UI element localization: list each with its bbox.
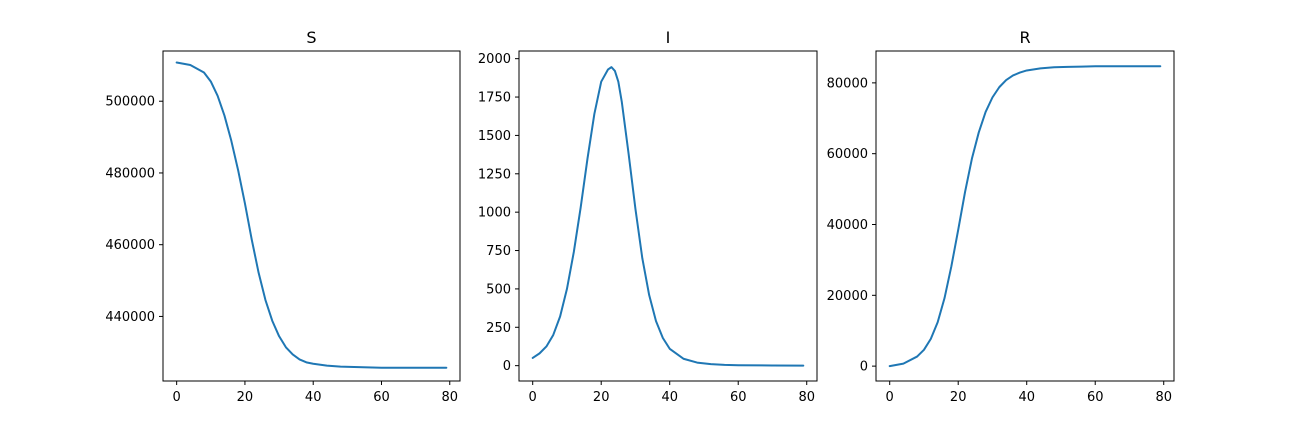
x-tick-label: 40: [1018, 390, 1035, 405]
y-tick-label: 60000: [827, 147, 868, 162]
plot-area-frame: [518, 50, 818, 382]
x-tick-label: 0: [529, 390, 537, 405]
y-tick-label: 1500: [478, 129, 511, 144]
y-tick-label: 460000: [105, 238, 155, 253]
series-line-r: [888, 65, 1162, 368]
x-tick-label: 40: [661, 390, 678, 405]
chart-title-i: I: [666, 28, 671, 47]
x-tick-label: 60: [373, 390, 390, 405]
chart-panel-s: S 0 20 40 60 80 440000 460000 480000 500000: [105, 28, 461, 405]
y-tick-label: 1250: [478, 167, 511, 182]
y-tick-label: 500000: [105, 95, 155, 110]
y-tick-label: 250: [486, 321, 511, 336]
x-tick-label: 20: [237, 390, 254, 405]
x-tick-label: 80: [1155, 390, 1172, 405]
chart-title-r: R: [1019, 28, 1030, 47]
y-tick-label: 1750: [478, 91, 511, 106]
y-tick-label: 0: [860, 360, 868, 375]
y-tick-label: 80000: [827, 76, 868, 91]
y-tick-label: 480000: [105, 166, 155, 181]
series-line-s: [175, 61, 448, 369]
x-tick-label: 80: [798, 390, 815, 405]
plot-area-frame: [162, 50, 461, 382]
chart-panel-i: I 0 20 40 60 80 0 250 500 750 1000 1250 1500 1750 2000: [478, 28, 818, 405]
x-tick-label: 60: [730, 390, 747, 405]
x-tick-label: 40: [305, 390, 322, 405]
y-tick-label: 440000: [105, 310, 155, 325]
y-tick-label: 2000: [478, 52, 511, 67]
x-tick-label: 0: [173, 390, 181, 405]
y-tick-label: 500: [486, 282, 511, 297]
x-tick-label: 60: [1087, 390, 1104, 405]
y-tick-label: 1000: [478, 206, 511, 221]
chart-panel-r: R 0 20 40 60 80 0 20000 40000 60000 80000: [827, 28, 1175, 405]
y-tick-label: 750: [486, 244, 511, 259]
plot-area-frame: [875, 50, 1175, 382]
x-tick-label: 20: [593, 390, 610, 405]
x-tick-label: 80: [441, 390, 458, 405]
chart-title-s: S: [306, 28, 316, 47]
y-tick-label: 0: [503, 359, 511, 374]
y-tick-label: 20000: [827, 289, 868, 304]
y-tick-label: 40000: [827, 218, 868, 233]
series-line-i: [531, 66, 805, 367]
x-tick-label: 0: [886, 390, 894, 405]
x-tick-label: 20: [950, 390, 967, 405]
